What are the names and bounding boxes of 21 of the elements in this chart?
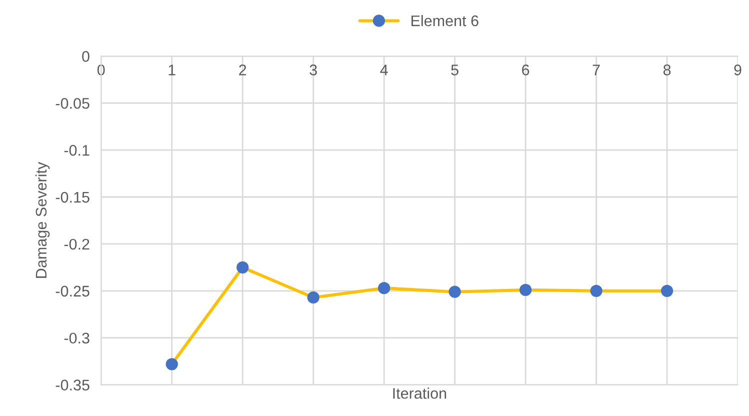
legend-label: Element 6 [412, 15, 478, 26]
x-tick-label: 2 [239, 64, 246, 76]
y-tick-label: -0.15 [56, 192, 90, 203]
x-tick-label: 3 [310, 64, 317, 76]
x-tick-label: 9 [734, 64, 742, 76]
x-tick-label: 1 [168, 64, 176, 76]
x-tick-label: 0 [97, 64, 105, 76]
y-axis-title: Damage Severity [35, 162, 50, 278]
y-tick-label: -0.25 [56, 286, 90, 297]
y-tick-label: -0.1 [64, 144, 90, 156]
x-tick-label: 4 [380, 64, 388, 76]
x-tick-label: 6 [522, 64, 530, 76]
x-tick-label: 8 [663, 64, 671, 76]
y-tick-label: -0.2 [64, 238, 90, 250]
x-axis-title: Iteration [393, 388, 446, 399]
x-tick-label: 7 [592, 64, 600, 76]
y-tick-label: -0.05 [56, 98, 90, 109]
y-tick-label: -0.3 [64, 332, 90, 344]
y-tick-label: -0.35 [56, 380, 90, 390]
y-tick-label: 0 [82, 51, 90, 62]
x-tick-label: 5 [451, 64, 458, 76]
